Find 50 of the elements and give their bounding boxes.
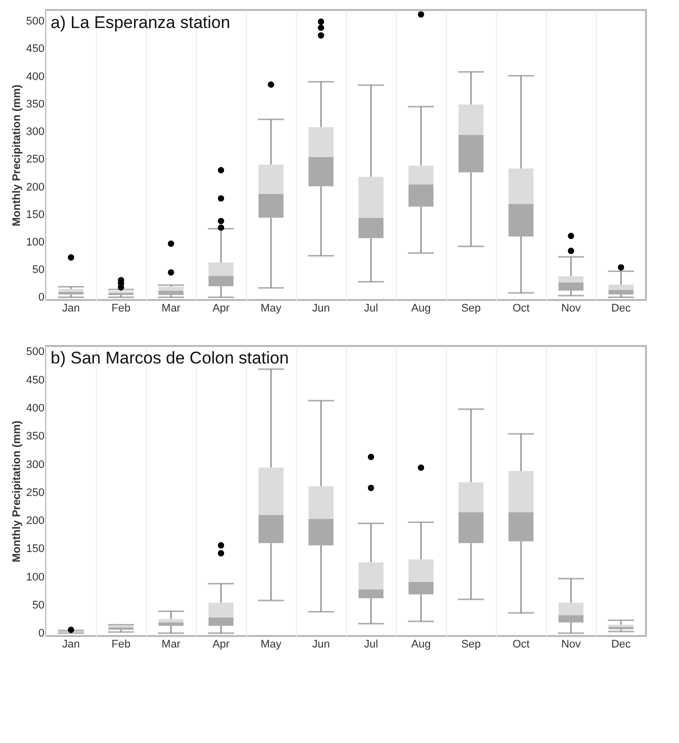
- y-tick-label: 0: [38, 292, 44, 304]
- x-tick-label: Jan: [62, 302, 80, 314]
- x-tick-label: Apr: [212, 638, 230, 650]
- x-tick-label: Nov: [561, 638, 582, 650]
- x-tick-label: Oct: [512, 638, 530, 650]
- x-tick-label: Jun: [312, 638, 330, 650]
- x-tick-label: Feb: [112, 302, 130, 314]
- y-tick-label: 400: [26, 402, 44, 414]
- y-tick-label: 500: [26, 346, 44, 358]
- y-tick-label: 0: [38, 628, 44, 640]
- y-tick-label: 450: [26, 43, 44, 56]
- x-tick-label: Sep: [461, 638, 481, 650]
- chart-title: b) San Marcos de Colon station: [50, 348, 289, 368]
- y-axis-title: Monthly Precipitation (mm): [11, 420, 24, 562]
- x-tick-label: Apr: [212, 302, 230, 314]
- y-tick-label: 100: [26, 571, 44, 584]
- y-tick-label: 300: [26, 126, 44, 138]
- x-tick-label: Dec: [611, 638, 632, 650]
- x-tick-label: Dec: [611, 302, 632, 314]
- x-tick-label: Nov: [561, 302, 582, 314]
- x-tick-label: Jan: [62, 638, 80, 650]
- x-tick-label: Jul: [364, 638, 378, 650]
- x-tick-label: Aug: [411, 638, 431, 650]
- x-tick-label: Feb: [112, 638, 130, 650]
- y-tick-label: 400: [26, 70, 44, 83]
- y-tick-label: 350: [26, 430, 44, 443]
- y-axis-title: Monthly Precipitation (mm): [11, 84, 24, 226]
- y-tick-label: 450: [26, 374, 44, 386]
- y-tick-label: 50: [32, 264, 44, 276]
- y-tick-label: 250: [26, 154, 44, 166]
- x-tick-label: Jul: [364, 302, 378, 314]
- chart-title: a) La Esperanza station: [50, 13, 230, 32]
- y-tick-label: 150: [26, 543, 44, 556]
- x-tick-label: Aug: [411, 302, 431, 314]
- y-tick-label: 50: [32, 600, 44, 612]
- x-tick-label: Sep: [461, 302, 481, 314]
- x-tick-label: Jun: [312, 302, 330, 314]
- x-tick-label: Mar: [162, 302, 181, 314]
- y-tick-label: 300: [26, 458, 44, 471]
- y-tick-label: 500: [26, 16, 44, 28]
- x-tick-label: Mar: [162, 638, 181, 650]
- x-tick-label: May: [260, 638, 282, 650]
- y-tick-label: 100: [26, 236, 44, 248]
- y-tick-label: 200: [26, 515, 44, 528]
- y-tick-label: 200: [26, 181, 44, 194]
- y-tick-label: 250: [26, 486, 44, 499]
- x-tick-label: Oct: [512, 302, 530, 314]
- x-tick-label: May: [260, 302, 282, 314]
- y-tick-label: 150: [26, 208, 44, 221]
- y-tick-label: 350: [26, 98, 44, 110]
